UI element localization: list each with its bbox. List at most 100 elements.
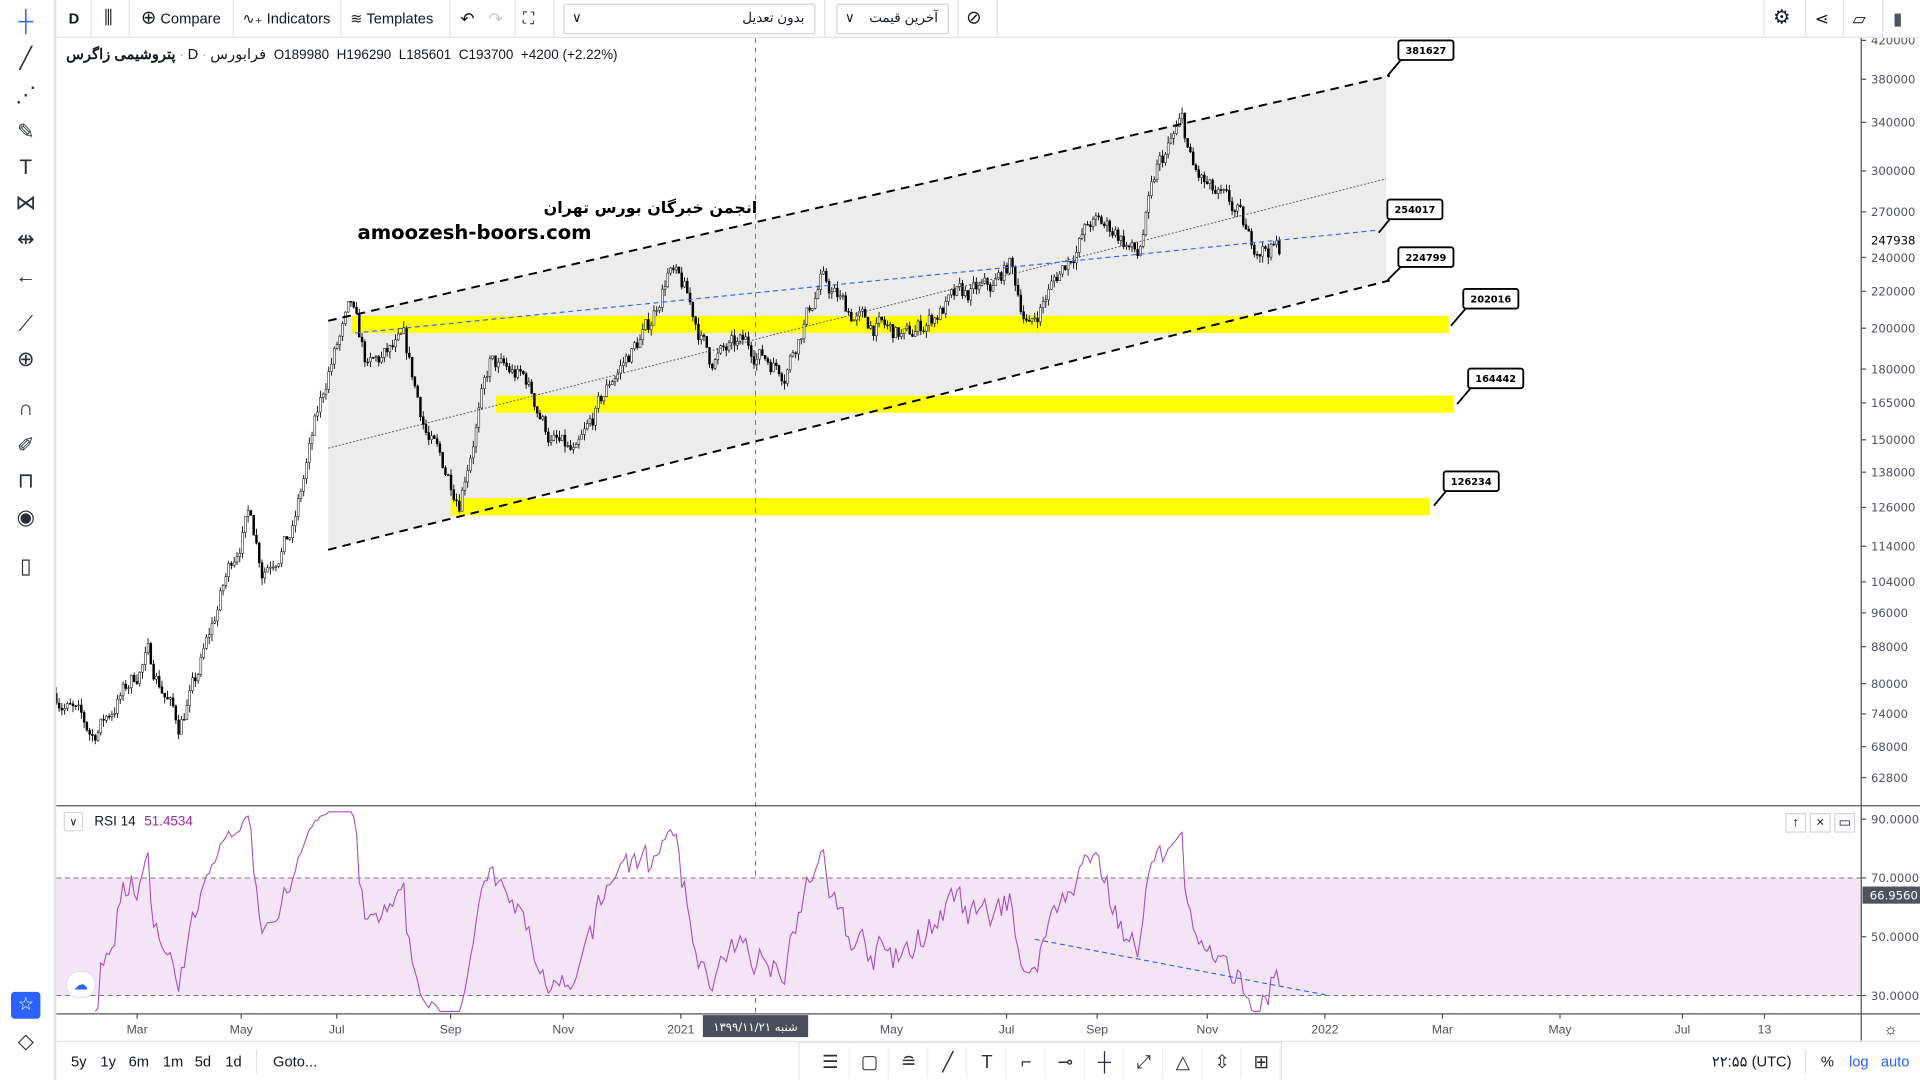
zoom-in-icon[interactable]: ⊕ — [16, 347, 35, 372]
price-range-icon[interactable]: ⇳ — [1204, 1046, 1242, 1079]
chart-area[interactable]: 381627 254017 224799 202016 164442 126234 انج… — [56, 37, 1920, 1041]
range-1y[interactable]: 1y — [100, 1053, 116, 1071]
rectangle-icon[interactable]: ▢ — [851, 1046, 889, 1079]
prediction-icon[interactable]: ⇹ — [16, 227, 35, 252]
axis-settings-icon[interactable]: ☼ — [1883, 1022, 1898, 1039]
triangle-icon[interactable]: △ — [1164, 1046, 1203, 1079]
candle — [613, 375, 617, 387]
candle — [216, 606, 219, 627]
candle — [880, 316, 884, 323]
auto-toggle[interactable]: auto — [1880, 1053, 1910, 1071]
candle — [458, 494, 461, 513]
rsi-period: 14 — [120, 814, 136, 829]
cross-line-icon[interactable]: ┼ — [1086, 1046, 1125, 1079]
range-1d[interactable]: 1d — [225, 1053, 242, 1071]
crosshair-icon[interactable]: ┼ — [18, 9, 34, 34]
candle-style-icon[interactable]: ⫼ — [104, 7, 113, 29]
price-callout[interactable]: 202016 — [1450, 288, 1520, 327]
trend-line-icon[interactable]: ╱ — [19, 46, 32, 70]
candle — [930, 313, 934, 327]
lock-drawing-icon[interactable]: ✐ — [16, 433, 35, 457]
channel-lower-line[interactable] — [327, 279, 1391, 551]
symbol-name[interactable]: پتروشیمی زاگرس — [66, 45, 176, 63]
unlock-icon[interactable]: ⊓ — [17, 468, 34, 493]
brush-icon[interactable]: ✎ — [16, 120, 35, 144]
text-icon[interactable]: T — [969, 1046, 1007, 1079]
favorites-star-icon[interactable]: ☆ — [11, 991, 41, 1019]
move-up-icon[interactable]: ↑ — [1785, 813, 1807, 833]
time-tick-label: 13 — [1758, 1022, 1772, 1036]
fullscreen-icon[interactable]: ⛶ — [522, 8, 535, 27]
support-zone[interactable] — [495, 395, 1454, 413]
interval-button[interactable]: D — [68, 9, 80, 27]
rsi-trend-line[interactable] — [1034, 938, 1329, 997]
support-zone[interactable] — [450, 498, 1429, 516]
redo-icon[interactable]: ↷ — [488, 8, 503, 29]
horizontal-lines-icon[interactable]: ☰ — [812, 1046, 850, 1079]
callout-icon[interactable]: ⌐ — [1008, 1046, 1046, 1079]
candle — [1128, 245, 1131, 251]
support-zone[interactable] — [351, 315, 1449, 333]
candle — [56, 687, 58, 706]
text-icon[interactable]: T — [19, 155, 33, 179]
rsi-axis[interactable]: 90.0000 70.0000 50.0000 30.0000 — [1861, 812, 1919, 1003]
price-callout[interactable]: 381627 — [1386, 39, 1455, 77]
candle — [1250, 228, 1253, 250]
date-price-range-icon[interactable]: ⊞ — [1243, 1046, 1281, 1079]
percent-toggle[interactable]: % — [1820, 1053, 1834, 1071]
magnet-icon[interactable]: ∩ — [18, 396, 34, 420]
collapse-chevron-icon[interactable]: ∨ — [63, 811, 84, 832]
back-arrow-icon[interactable]: ← — [15, 264, 37, 288]
price-callout[interactable]: 224799 — [1386, 246, 1455, 282]
symbol-legend: پتروشیمی زاگرس · D · فرابورس O189980 H19… — [66, 45, 618, 63]
adjustment-select[interactable]: ∨ بدون تعدیل — [563, 3, 816, 35]
clock-timezone[interactable]: ۲۲:۵۵ (UTC) — [1711, 1053, 1792, 1071]
maximize-icon[interactable]: ▭ — [1834, 813, 1856, 833]
templates-button[interactable]: ≋ Templates — [350, 9, 434, 27]
cloud-icon[interactable]: ☁ — [66, 971, 96, 998]
snapshot-icon[interactable]: ▱ — [1852, 8, 1866, 29]
drawing-toolbar: ┼ ╱ ⋰ ✎ T ⋈ ⇹ ← ⟋ ⊕ ∩ ✐ ⊓ ◉ ▯ ☆ ◇ — [0, 0, 57, 1080]
quick-drawing-toolbar: ☰ ▢ ≘ ╱ T ⌐ ⊸ ┼ ⤢ △ ⇳ ⊞ — [798, 1042, 1283, 1080]
goto-button[interactable]: Goto... — [273, 1053, 318, 1071]
share-icon[interactable]: ⋖ — [1814, 8, 1830, 29]
layers-icon[interactable]: ◇ — [17, 1029, 34, 1054]
trend-line-icon[interactable]: ╱ — [929, 1046, 968, 1079]
channel-upper-line[interactable] — [327, 74, 1391, 322]
compare-button[interactable]: ⊕ Compare — [140, 7, 221, 29]
candle — [919, 314, 923, 336]
candle — [305, 458, 308, 484]
price-axis[interactable]: 420000 380000 340000 300000 270000 240000 2200… — [1861, 38, 1915, 785]
indicators-icon: ∿₊ — [242, 9, 263, 27]
ruler-icon[interactable]: ⟋ — [18, 312, 34, 336]
range-5y[interactable]: 5y — [71, 1053, 87, 1071]
trash-icon[interactable]: ▯ — [19, 554, 32, 578]
range-1m[interactable]: 1m — [162, 1053, 184, 1071]
horizontal-ray-icon[interactable]: ⊸ — [1047, 1046, 1085, 1079]
log-toggle[interactable]: log — [1848, 1053, 1869, 1071]
legend-high: H196290 — [336, 47, 392, 63]
range-6m[interactable]: 6m — [128, 1053, 149, 1071]
crosshair-date-tag — [702, 1015, 809, 1038]
price-source-select[interactable]: ∨ آخرین قیمت — [836, 3, 949, 35]
fib-icon[interactable]: ⋰ — [15, 83, 37, 107]
price-callout[interactable]: 164442 — [1456, 367, 1525, 405]
candle — [288, 537, 292, 541]
fib-retracement-icon[interactable]: ≘ — [890, 1046, 929, 1079]
candle — [1205, 175, 1209, 185]
time-axis[interactable]: Mar May Jul Sep Nov 2021 May Jul Sep Nov 2022 Mar Ma… — [127, 1013, 1772, 1037]
close-icon[interactable]: × — [1809, 813, 1831, 833]
rsi-tick-label: 30.0000 — [1871, 989, 1919, 1003]
undo-icon[interactable]: ↶ — [460, 8, 475, 29]
range-5d[interactable]: 5d — [194, 1053, 212, 1071]
eye-icon[interactable]: ◉ — [16, 505, 35, 529]
pattern-icon[interactable]: ⋈ — [15, 191, 37, 215]
price-callout[interactable]: 254017 — [1378, 198, 1444, 234]
price-callout[interactable]: 126234 — [1433, 470, 1500, 507]
indicators-button[interactable]: ∿₊ Indicators — [242, 9, 331, 27]
settings-gear-icon[interactable]: ⚙ — [1773, 7, 1791, 29]
ray-icon[interactable]: ⤢ — [1125, 1046, 1164, 1079]
candle — [900, 329, 903, 340]
trash-icon[interactable]: ▮ — [1893, 8, 1903, 29]
hide-eye-icon[interactable]: ⊘ — [966, 7, 982, 29]
